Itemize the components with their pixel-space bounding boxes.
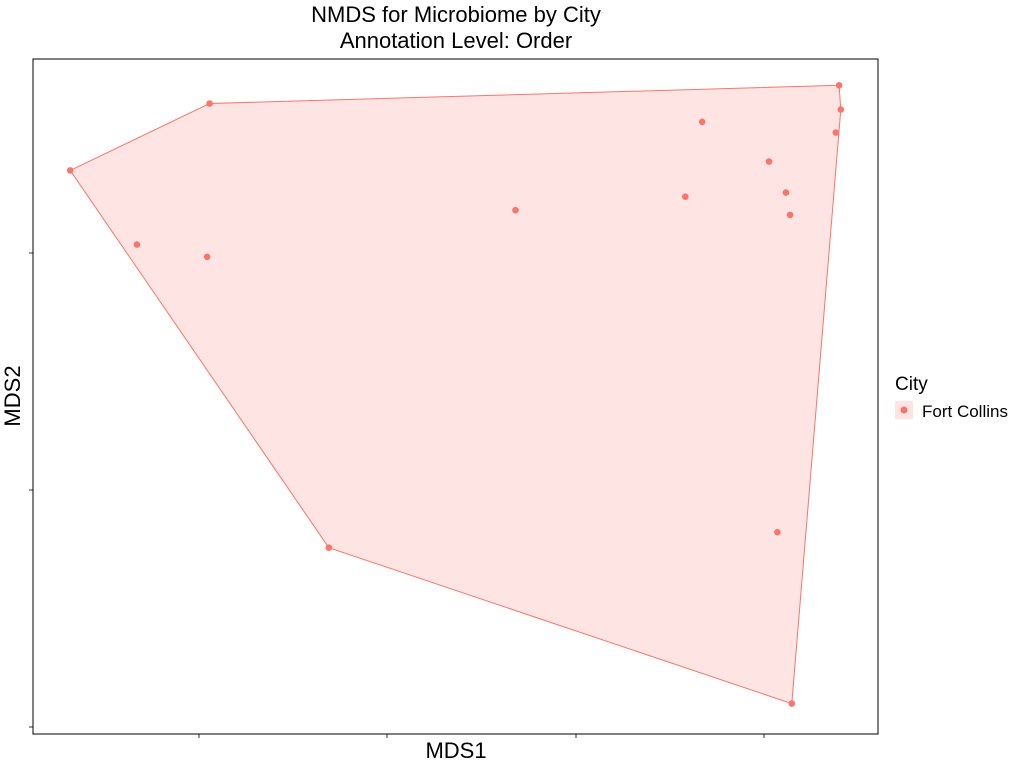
data-point-7 bbox=[765, 158, 773, 165]
data-point-9 bbox=[682, 193, 689, 200]
legend-title: City bbox=[895, 374, 928, 395]
data-point-6 bbox=[698, 118, 706, 126]
legend-key-marker bbox=[900, 406, 908, 414]
data-point-5 bbox=[832, 129, 840, 136]
x-axis-label: MDS1 bbox=[425, 738, 486, 763]
data-point-2 bbox=[206, 100, 213, 107]
data-point-16 bbox=[788, 700, 796, 707]
chart-title: NMDS for Microbiome by City bbox=[311, 2, 601, 27]
legend: City Fort Collins bbox=[895, 374, 1008, 421]
data-point-3 bbox=[835, 82, 843, 89]
data-point-11 bbox=[786, 211, 794, 219]
chart-subtitle: Annotation Level: Order bbox=[340, 28, 572, 53]
data-point-10 bbox=[512, 206, 519, 214]
data-points bbox=[66, 82, 845, 707]
data-point-13 bbox=[203, 253, 211, 261]
plot-panel-border bbox=[32, 58, 879, 735]
data-point-12 bbox=[133, 241, 141, 248]
y-axis-label: MDS2 bbox=[0, 365, 25, 426]
data-point-1 bbox=[66, 167, 74, 174]
fort-collins-hull bbox=[69, 84, 842, 705]
legend-item-fort-collins: Fort Collins bbox=[922, 402, 1008, 421]
data-point-8 bbox=[782, 189, 790, 196]
data-point-4 bbox=[837, 106, 845, 113]
axis-ticks bbox=[29, 252, 765, 738]
data-point-15 bbox=[325, 544, 333, 551]
data-point-14 bbox=[774, 528, 781, 536]
